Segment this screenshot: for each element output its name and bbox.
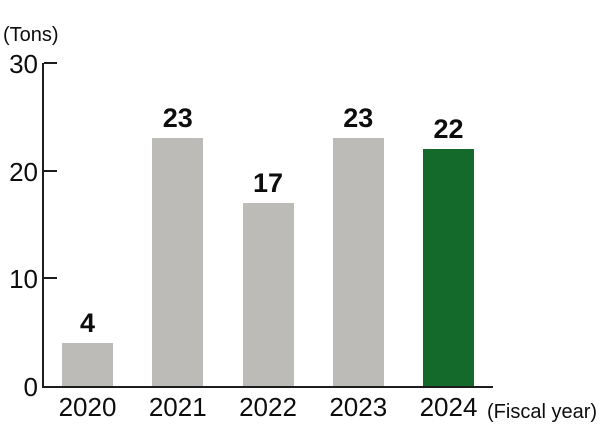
value-label-2024: 22: [433, 114, 464, 145]
x-label-2023: 2023: [329, 392, 388, 422]
bar-2021: [152, 138, 204, 386]
value-label-2020: 4: [79, 307, 96, 338]
x-label-2022: 2022: [239, 392, 297, 422]
y-tick-label-0: 0: [23, 372, 38, 402]
y-tick-label-10: 10: [9, 264, 38, 295]
y-tick-30: [44, 62, 57, 64]
x-label-2024: 2024: [419, 392, 478, 422]
x-label-2021: 2021: [148, 392, 207, 422]
y-tick-20: [44, 169, 57, 172]
y-tick-label-20: 20: [9, 156, 38, 187]
value-label-2022: 17: [252, 167, 284, 198]
value-label-2023: 23: [343, 103, 374, 134]
bar-2023: [332, 138, 384, 386]
y-tick-label-30: 30: [9, 49, 38, 79]
bar-2020: [62, 342, 113, 386]
y-axis-line: [42, 63, 44, 388]
x-label-2020: 2020: [58, 392, 117, 422]
bar-2022: [242, 202, 294, 386]
value-label-2021: 23: [162, 103, 193, 134]
y-tick-10: [44, 277, 57, 280]
bar-2024: [423, 149, 474, 386]
x-axis-line: [42, 386, 493, 388]
y-axis-unit-label: (Tons): [3, 24, 59, 46]
x-axis-unit-label: (Fiscal year): [487, 401, 598, 423]
